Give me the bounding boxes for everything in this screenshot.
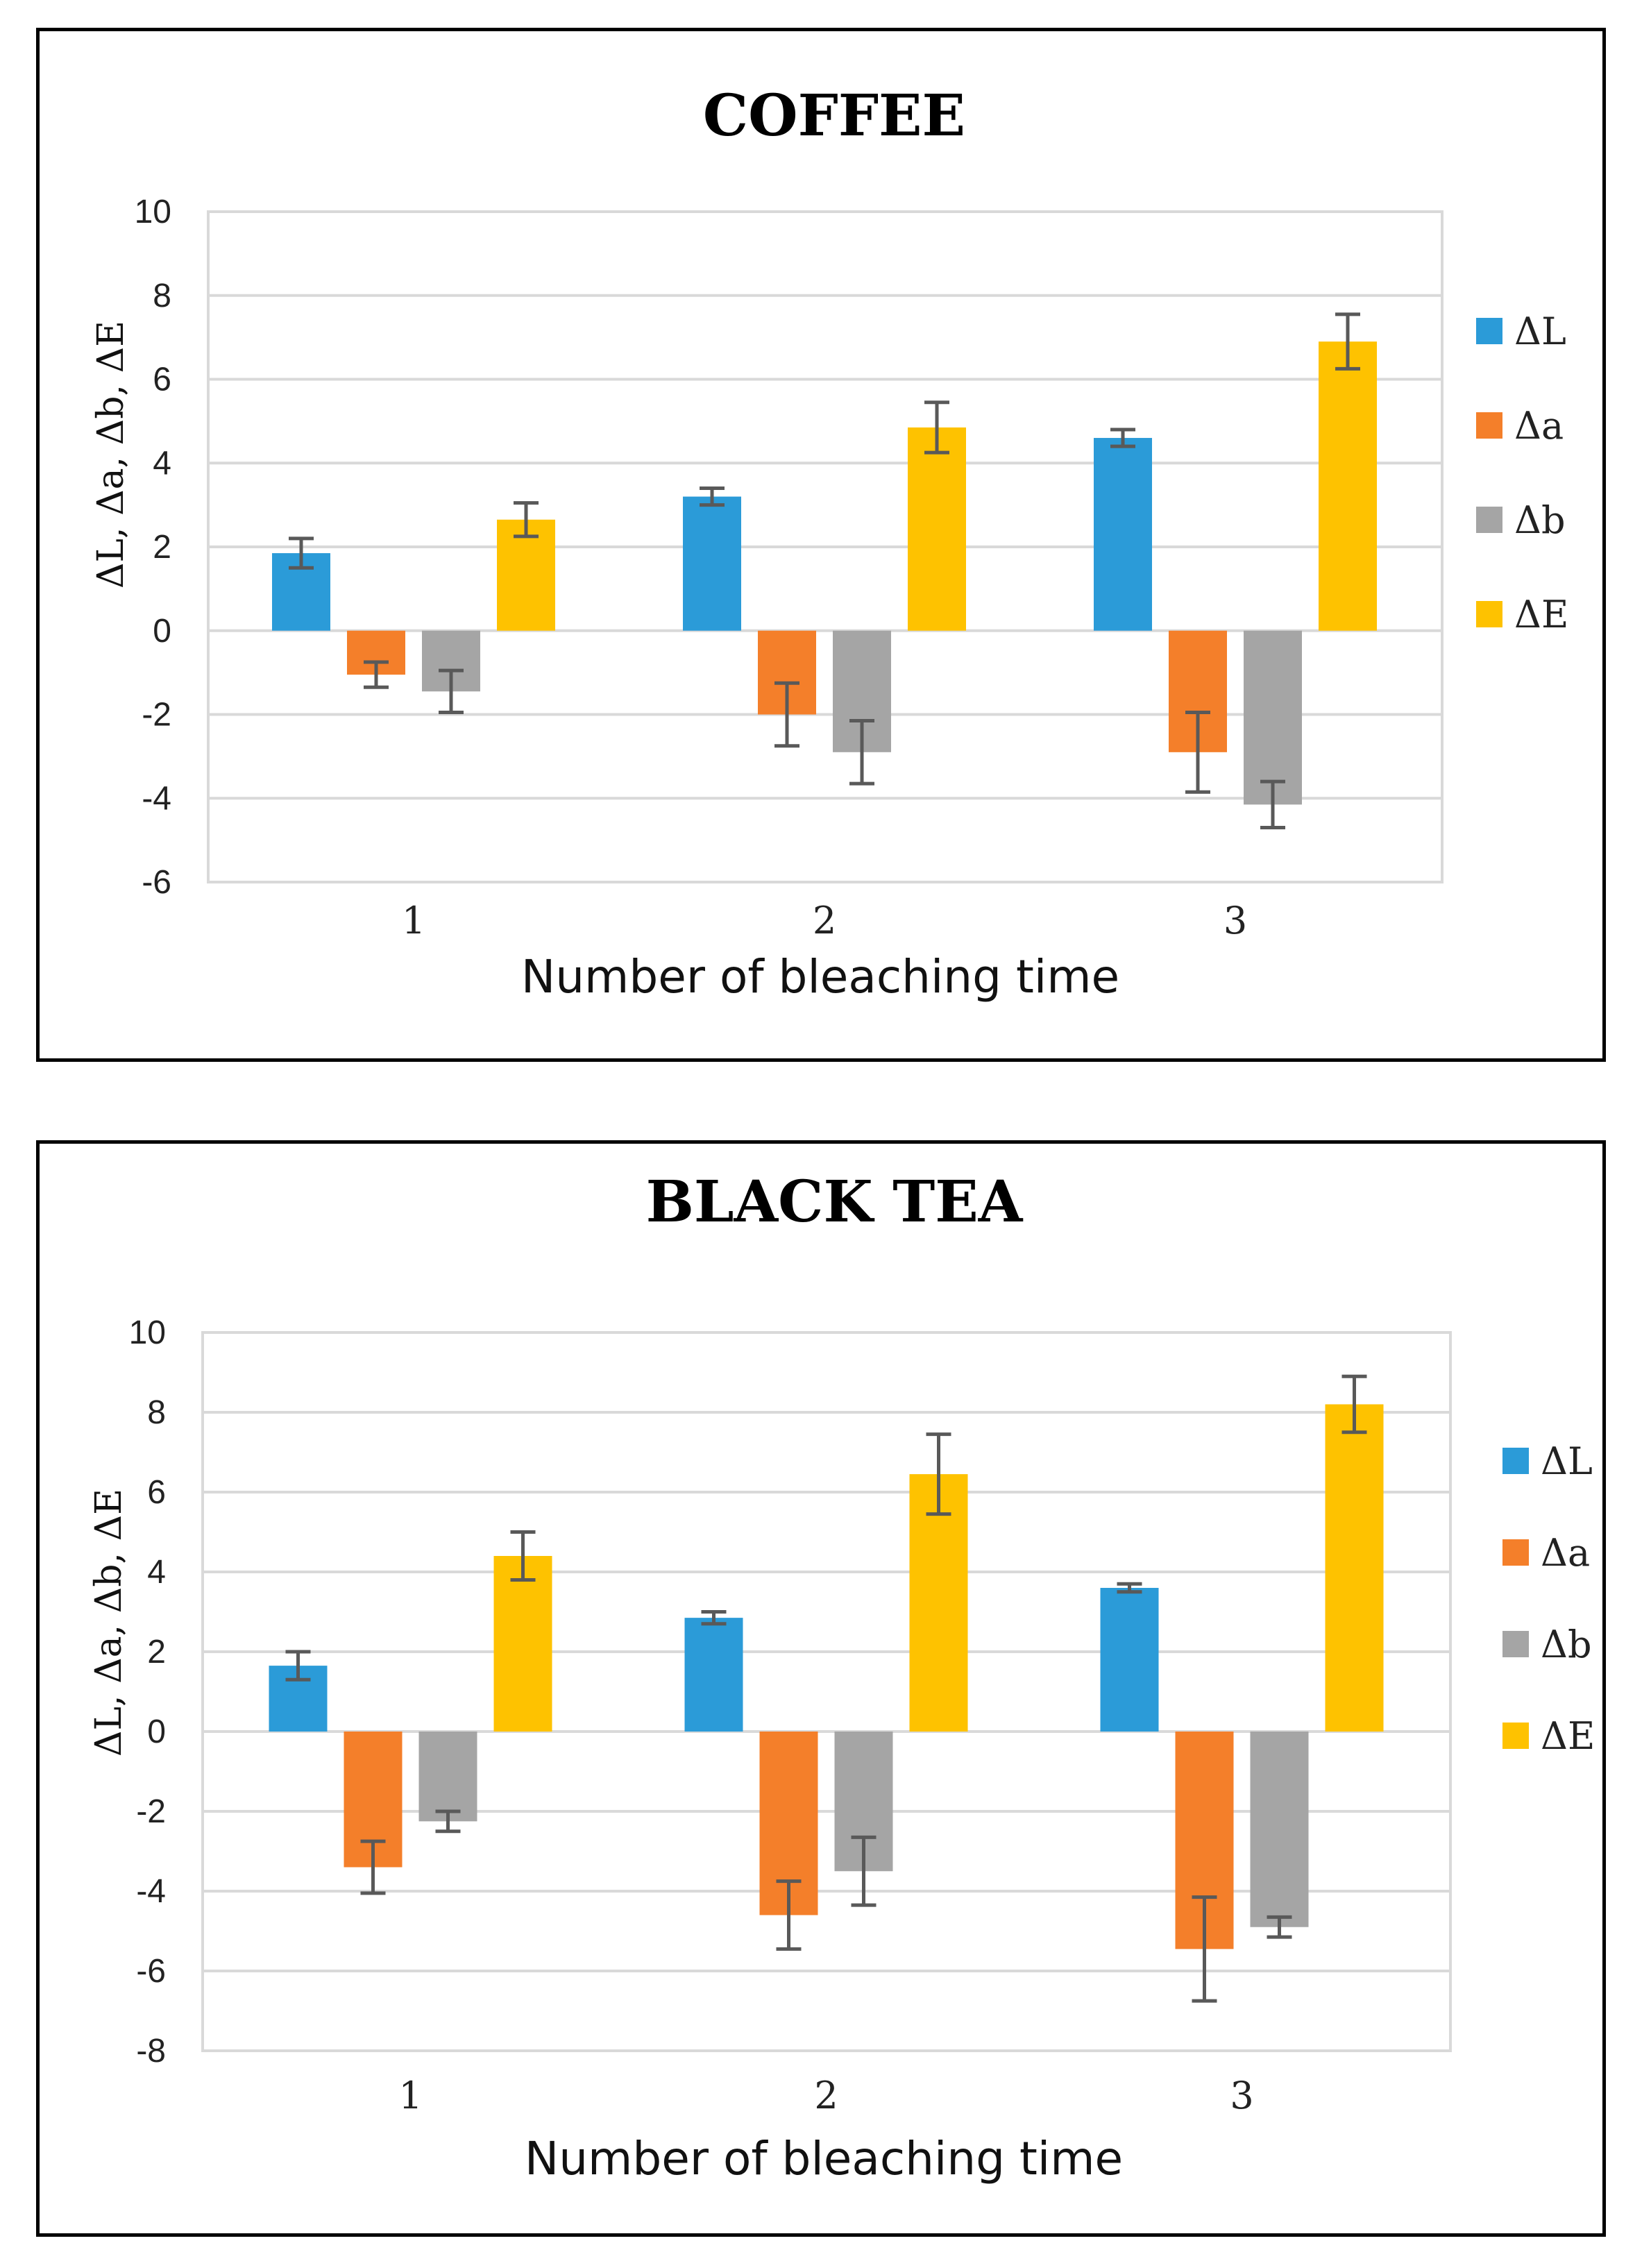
y-tick-label: 8 bbox=[153, 278, 171, 314]
legend-label: Δa bbox=[1514, 404, 1564, 448]
bar bbox=[497, 519, 555, 631]
black-tea-chart: BLACK TEA 10 8 6 4 2 0 -2 -4 -6 -8 1 2 3 Number of … bbox=[88, 1169, 1595, 2185]
legend-label: Δb bbox=[1514, 498, 1566, 542]
bar bbox=[684, 1618, 743, 1732]
legend-label: Δb bbox=[1541, 1623, 1592, 1666]
x-tick-label: 1 bbox=[398, 2074, 422, 2117]
y-tick-label: -2 bbox=[136, 1793, 166, 1830]
coffee-chart: COFFEE 10 8 6 4 2 0 -2 -4 -6 1 2 3 Number of bleac… bbox=[90, 83, 1568, 1004]
coffee-chart-panel: COFFEE 10 8 6 4 2 0 -2 -4 -6 1 2 3 Number of bleac… bbox=[36, 28, 1606, 1062]
y-axis-title: ΔL, Δa, Δb, ΔE bbox=[90, 321, 132, 589]
y-tick-label: -8 bbox=[136, 2033, 166, 2070]
legend-swatch bbox=[1476, 412, 1502, 439]
y-tick-label: 2 bbox=[153, 529, 171, 566]
legend-swatch bbox=[1476, 318, 1502, 344]
x-axis-title: Number of bleaching time bbox=[525, 2132, 1123, 2185]
legend-label: ΔL bbox=[1541, 1439, 1593, 1483]
x-tick-label: 3 bbox=[1230, 2074, 1253, 2117]
y-tick-label: 6 bbox=[147, 1474, 166, 1511]
x-tick-label: 3 bbox=[1224, 899, 1247, 942]
legend-swatch bbox=[1502, 1448, 1529, 1474]
y-tick-label: -4 bbox=[142, 780, 171, 817]
bar bbox=[493, 1556, 552, 1732]
bar bbox=[1094, 438, 1152, 631]
chart-title: COFFEE bbox=[703, 83, 965, 149]
bar bbox=[1325, 1404, 1384, 1732]
bar bbox=[909, 1474, 968, 1732]
bar bbox=[1319, 341, 1377, 631]
y-tick-label: -4 bbox=[136, 1873, 166, 1910]
y-tick-label: 2 bbox=[147, 1634, 166, 1670]
plot-area bbox=[201, 1331, 1452, 2052]
bar bbox=[1244, 630, 1302, 805]
legend-swatch bbox=[1502, 1539, 1529, 1566]
y-tick-label: -2 bbox=[142, 697, 171, 734]
bar bbox=[418, 1732, 477, 1822]
y-tick-label: 10 bbox=[135, 194, 171, 230]
x-tick-label: 2 bbox=[813, 899, 836, 942]
legend-label: ΔE bbox=[1514, 593, 1568, 636]
y-tick-label: 4 bbox=[147, 1554, 166, 1591]
y-tick-label: 0 bbox=[147, 1713, 166, 1750]
y-tick-label: 4 bbox=[153, 445, 171, 482]
legend-label: Δa bbox=[1541, 1531, 1590, 1575]
legend-swatch bbox=[1476, 507, 1502, 533]
legend-label: ΔE bbox=[1541, 1714, 1595, 1758]
legend-swatch bbox=[1476, 601, 1502, 627]
y-tick-label: 0 bbox=[153, 613, 171, 650]
bar bbox=[1250, 1732, 1309, 1927]
x-axis-title: Number of bleaching time bbox=[521, 950, 1119, 1004]
legend-label: ΔL bbox=[1514, 310, 1566, 353]
y-tick-label: 10 bbox=[129, 1314, 166, 1351]
x-tick-label: 1 bbox=[402, 899, 425, 942]
y-axis-title: ΔL, Δa, Δb, ΔE bbox=[88, 1489, 130, 1757]
bar bbox=[908, 427, 966, 631]
y-tick-label: 8 bbox=[147, 1394, 166, 1431]
chart-title: BLACK TEA bbox=[646, 1169, 1024, 1235]
y-tick-label: -6 bbox=[142, 864, 171, 901]
legend-swatch bbox=[1502, 1631, 1529, 1657]
y-tick-label: 6 bbox=[153, 362, 171, 398]
bar bbox=[683, 496, 741, 631]
x-tick-label: 2 bbox=[814, 2074, 838, 2117]
y-tick-label: -6 bbox=[136, 1953, 166, 1990]
bar bbox=[1100, 1588, 1159, 1732]
legend-swatch bbox=[1502, 1723, 1529, 1749]
black-tea-chart-panel: BLACK TEA 10 8 6 4 2 0 -2 -4 -6 -8 1 2 3 Number of … bbox=[36, 1140, 1606, 2237]
